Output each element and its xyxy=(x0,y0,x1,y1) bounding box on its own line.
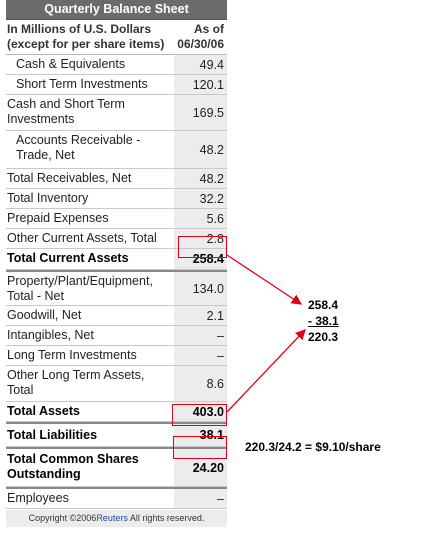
highlight-box-current-assets xyxy=(178,236,227,258)
table-row: Accounts Receivable - Trade, Net 48.2 xyxy=(6,131,227,169)
row-label-line2: Investments xyxy=(7,112,75,126)
table-row: Total Receivables, Net 48.2 xyxy=(6,169,227,189)
row-label-line2: Outstanding xyxy=(7,467,81,481)
row-value: 134.0 xyxy=(174,272,227,305)
row-label: Total Receivables, Net xyxy=(7,171,132,185)
table-row: Cash and Short Term Investments 169.5 xyxy=(6,95,227,131)
copyright-suffix: All rights reserved. xyxy=(127,513,205,523)
as-of-label: As of xyxy=(194,22,224,36)
row-value: 5.6 xyxy=(174,209,227,228)
copyright-footer: Copyright ©2006Reuters All rights reserv… xyxy=(6,510,227,527)
table-row: Long Term Investments – xyxy=(6,346,227,366)
row-label: Total Common Shares Outstanding xyxy=(6,449,174,486)
table-row-total-current-assets: Total Current Assets 258.4 xyxy=(6,249,227,270)
row-value: 32.2 xyxy=(174,189,227,208)
row-label-line1: Accounts Receivable - xyxy=(16,133,141,147)
row-label: Property/Plant/Equipment, Total - Net xyxy=(6,272,174,305)
row-label: Prepaid Expenses xyxy=(7,211,109,225)
row-label: Total Current Assets xyxy=(7,251,129,265)
row-label: Cash and Short Term Investments xyxy=(6,95,174,130)
row-label-line1: Cash and Short Term xyxy=(7,97,125,111)
row-label-line1: Other Long Term Assets, xyxy=(7,368,145,382)
row-value: 8.6 xyxy=(174,366,227,401)
row-value: 169.5 xyxy=(174,95,227,130)
calc-per-share: 220.3/24.2 = $9.10/share xyxy=(245,440,381,454)
row-label: Short Term Investments xyxy=(16,77,148,91)
row-label: Accounts Receivable - Trade, Net xyxy=(6,131,174,168)
row-label: Other Current Assets, Total xyxy=(7,231,157,245)
row-label-line2: Total - Net xyxy=(7,289,64,303)
row-label: Long Term Investments xyxy=(7,348,137,362)
table-header: In Millions of U.S. Dollars (except for … xyxy=(6,20,227,55)
reuters-link[interactable]: Reuters xyxy=(96,513,128,523)
table-row-total-liabilities: Total Liabilities 38.1 xyxy=(6,422,227,447)
row-value: 120.1 xyxy=(174,75,227,94)
row-label: Intangibles, Net xyxy=(7,328,94,342)
calc-net-result: 220.3 xyxy=(308,330,339,344)
row-value: 24.20 xyxy=(174,449,227,486)
row-label-line1: Total Common Shares xyxy=(7,452,139,466)
row-value: 2.8 xyxy=(174,229,227,248)
row-label: Employees xyxy=(7,491,69,505)
table-row: Cash & Equivalents 49.4 xyxy=(6,55,227,75)
calc-current-assets: 258.4 xyxy=(308,298,339,312)
table-row: Total Inventory 32.2 xyxy=(6,189,227,209)
row-value: 48.2 xyxy=(174,169,227,188)
row-label-line2: Total xyxy=(7,383,34,397)
row-value: 48.2 xyxy=(174,131,227,168)
table-title: Quarterly Balance Sheet xyxy=(6,0,227,20)
table-row-shares-outstanding: Total Common Shares Outstanding 24.20 xyxy=(6,447,227,487)
row-label: Total Assets xyxy=(7,404,80,418)
row-label-line2: Trade, Net xyxy=(16,148,75,162)
units-label-line1: In Millions of U.S. Dollars xyxy=(7,22,152,36)
row-value: 49.4 xyxy=(174,55,227,74)
row-value: – xyxy=(174,346,227,365)
copyright-prefix: Copyright ©2006 xyxy=(28,513,97,523)
units-label-line2: (except for per share items) xyxy=(7,37,165,51)
row-value: – xyxy=(174,489,227,508)
table-row: Short Term Investments 120.1 xyxy=(6,75,227,95)
row-value: – xyxy=(174,326,227,345)
row-value: 2.1 xyxy=(174,306,227,325)
table-row: Goodwill, Net 2.1 xyxy=(6,306,227,326)
as-of-date-value: 06/30/06 xyxy=(177,37,224,51)
as-of-date: As of 06/30/06 xyxy=(174,20,227,54)
row-label: Other Long Term Assets, Total xyxy=(6,366,174,401)
row-label: Total Liabilities xyxy=(7,428,98,442)
table-row: Prepaid Expenses 5.6 xyxy=(6,209,227,229)
arrow-to-current-assets-total xyxy=(226,254,303,305)
table-row: Employees – xyxy=(6,487,227,509)
highlight-box-shares xyxy=(173,436,227,459)
row-value: 258.4 xyxy=(174,249,227,269)
arrow-to-liabilities-total xyxy=(226,329,306,413)
table-row: Other Long Term Assets, Total 8.6 xyxy=(6,366,227,402)
row-label: Total Inventory xyxy=(7,191,89,205)
row-value: 403.0 xyxy=(174,402,227,421)
table-row: Property/Plant/Equipment, Total - Net 13… xyxy=(6,270,227,306)
table-row-total-assets: Total Assets 403.0 xyxy=(6,402,227,422)
table-row: Other Current Assets, Total 2.8 xyxy=(6,229,227,249)
row-label: Goodwill, Net xyxy=(7,308,82,322)
table-row: Intangibles, Net – xyxy=(6,326,227,346)
row-label-line1: Property/Plant/Equipment, xyxy=(7,274,153,288)
calc-minus-liabilities: - 38.1 xyxy=(308,314,339,328)
row-value: 38.1 xyxy=(174,424,227,446)
highlight-box-liabilities xyxy=(172,404,227,426)
row-label: Cash & Equivalents xyxy=(16,57,126,71)
units-label: In Millions of U.S. Dollars (except for … xyxy=(6,20,174,54)
balance-sheet-table: Quarterly Balance Sheet In Millions of U… xyxy=(6,0,227,527)
